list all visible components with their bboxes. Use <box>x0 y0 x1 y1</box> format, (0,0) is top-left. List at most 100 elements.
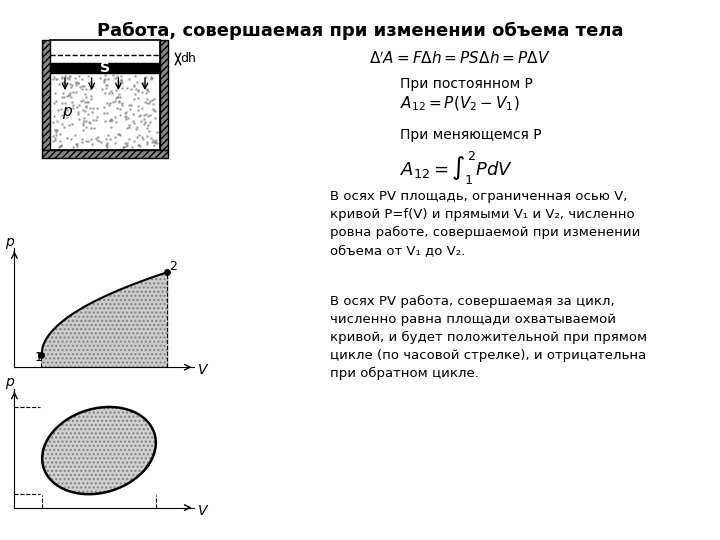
Point <box>102 109 113 118</box>
Point <box>53 79 65 88</box>
Text: При меняющемся P: При меняющемся P <box>400 128 541 142</box>
Point <box>81 102 92 110</box>
Point <box>121 138 132 147</box>
Point <box>148 138 160 146</box>
Point <box>56 120 68 129</box>
Point <box>94 74 106 83</box>
Point <box>139 98 150 106</box>
Point <box>121 108 132 117</box>
Point <box>59 99 71 107</box>
Point <box>77 120 89 129</box>
Text: Работа, совершаемая при изменении объема тела: Работа, совершаемая при изменении объема… <box>96 22 624 40</box>
Point <box>112 130 124 138</box>
Point <box>117 143 129 152</box>
Point <box>79 97 91 106</box>
Point <box>128 82 140 91</box>
Point <box>48 112 60 120</box>
Point <box>123 101 135 110</box>
Point <box>99 116 110 125</box>
Point <box>141 138 153 147</box>
Point <box>114 111 126 119</box>
Point <box>124 123 135 132</box>
Point <box>132 86 143 94</box>
Point <box>61 91 73 100</box>
Point <box>138 79 149 87</box>
Point <box>99 71 111 79</box>
Point <box>121 124 132 132</box>
Point <box>110 86 122 94</box>
Point <box>111 72 122 80</box>
Point <box>130 125 142 133</box>
Point <box>145 134 157 143</box>
Point <box>101 140 112 149</box>
Point <box>137 103 148 112</box>
Point <box>125 100 136 109</box>
Point <box>105 114 117 123</box>
Point <box>64 80 76 89</box>
Point <box>84 118 96 127</box>
Point <box>71 139 82 148</box>
Point <box>92 132 104 141</box>
Point <box>80 103 91 111</box>
Point <box>127 117 138 125</box>
Point <box>124 104 135 113</box>
Point <box>113 96 125 105</box>
Point <box>120 115 132 124</box>
Point <box>69 131 81 140</box>
Point <box>55 137 66 146</box>
Point <box>48 132 59 140</box>
Point <box>72 107 84 116</box>
Point <box>104 134 115 143</box>
Point <box>109 139 121 147</box>
Point <box>112 92 123 101</box>
Point <box>105 123 117 132</box>
Point <box>66 120 78 129</box>
Point <box>66 93 77 102</box>
Point <box>48 99 59 107</box>
Text: dh: dh <box>180 52 196 65</box>
Point <box>85 123 96 132</box>
Point <box>128 136 140 145</box>
Point <box>132 102 143 111</box>
Point <box>78 106 89 114</box>
Point <box>107 71 119 79</box>
Point <box>58 107 69 116</box>
Point <box>86 140 97 149</box>
Point <box>58 93 70 102</box>
Point <box>102 75 114 83</box>
Point <box>90 115 102 124</box>
Text: В осях PV работа, совершаемая за цикл,
численно равна площади охватываемой
криво: В осях PV работа, совершаемая за цикл, ч… <box>330 295 647 380</box>
Point <box>57 77 68 86</box>
Point <box>76 82 88 90</box>
Point <box>49 89 60 98</box>
Point <box>53 143 65 151</box>
Point <box>104 99 116 107</box>
Point <box>139 118 150 127</box>
Point <box>138 135 149 144</box>
Point <box>141 94 153 103</box>
Point <box>113 130 125 139</box>
Point <box>77 96 89 104</box>
Point <box>129 72 140 80</box>
Point <box>76 75 88 84</box>
Point <box>77 125 89 134</box>
Point <box>141 132 153 140</box>
Point <box>146 74 158 83</box>
Point <box>87 116 99 124</box>
Point <box>76 138 87 146</box>
Point <box>128 81 140 90</box>
Point <box>49 126 60 134</box>
Point <box>82 72 94 81</box>
Point <box>63 91 74 99</box>
Point <box>56 110 68 119</box>
Point <box>73 114 85 123</box>
Point <box>138 120 150 129</box>
Point <box>128 119 140 127</box>
Point <box>48 73 60 82</box>
Bar <box>42 40 50 150</box>
Point <box>50 127 62 136</box>
Point <box>72 79 84 87</box>
Point <box>98 78 109 86</box>
Point <box>128 95 140 104</box>
Point <box>107 97 119 106</box>
